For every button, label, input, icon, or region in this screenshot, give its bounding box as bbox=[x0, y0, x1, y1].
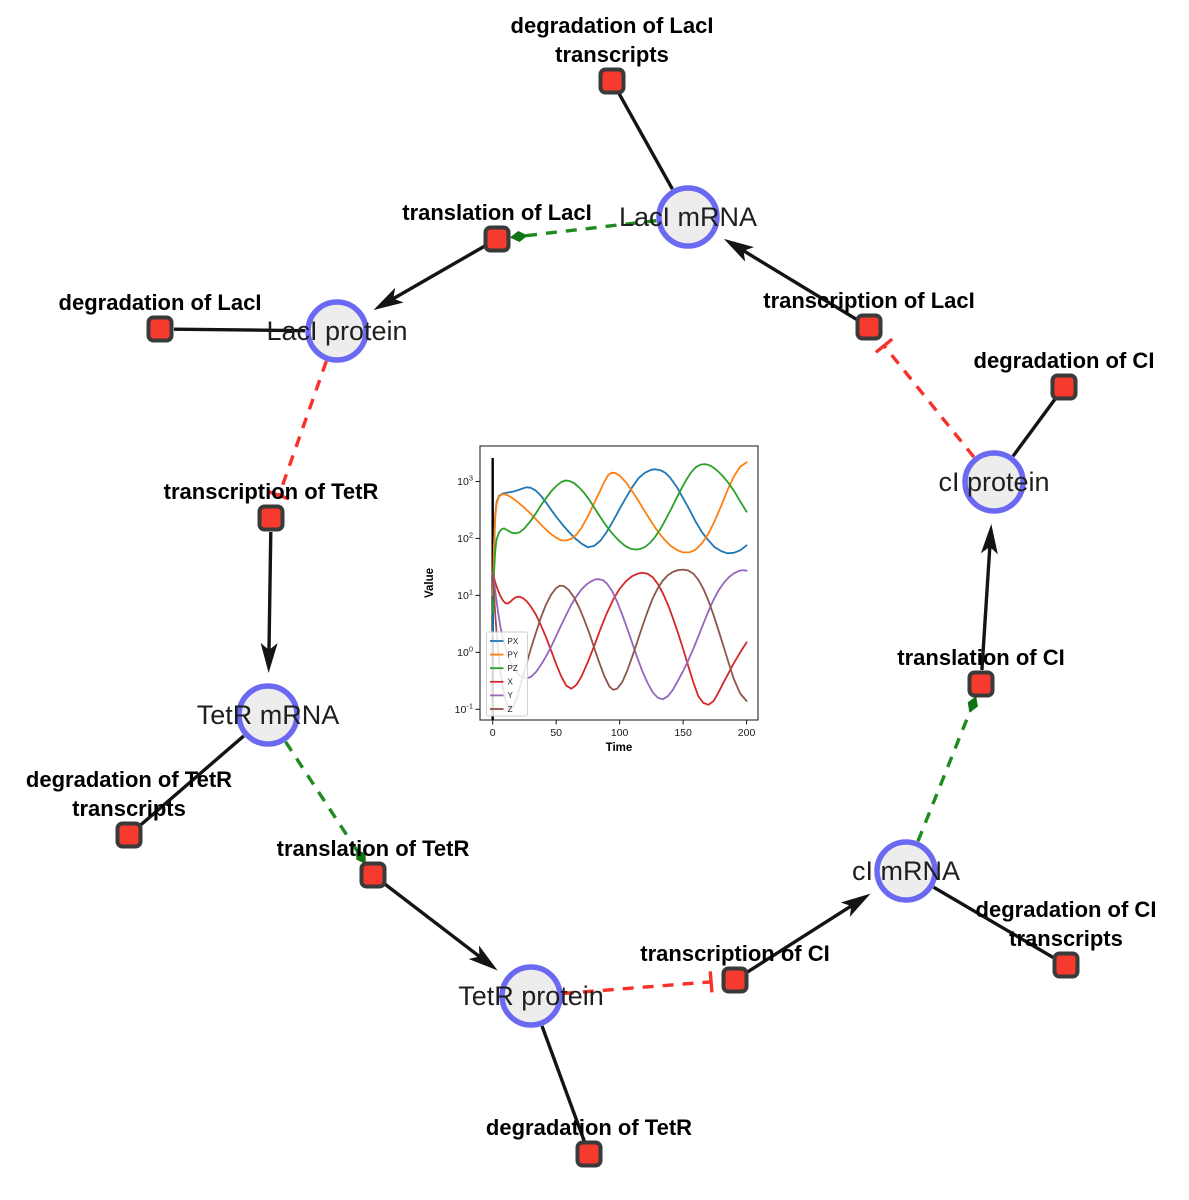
legend-entry-label: Z bbox=[508, 705, 513, 714]
edge-transc_laci-laci_mrna-production bbox=[723, 238, 858, 322]
curve-PY bbox=[491, 461, 748, 597]
reaction-label-deg_tetr_tr: degradation of TetR transcripts bbox=[26, 767, 232, 821]
species-label-laci_mrna: LacI mRNA bbox=[619, 202, 757, 232]
species-node-tetr_protein[interactable] bbox=[499, 964, 563, 1028]
y-tick-label: 102 bbox=[457, 530, 473, 545]
reaction-node-deg_ci_tr[interactable] bbox=[1052, 951, 1080, 979]
species-label-ci_mrna: cI mRNA bbox=[852, 856, 960, 886]
species-node-ci_protein[interactable] bbox=[962, 450, 1026, 514]
reaction-node-deg_tetr[interactable] bbox=[575, 1140, 603, 1168]
reaction-node-transl_ci[interactable] bbox=[967, 670, 995, 698]
x-tick-label: 150 bbox=[674, 727, 692, 739]
curve-PZ bbox=[491, 463, 748, 614]
reaction-label-transc_tetr: transcription of TetR bbox=[164, 479, 379, 504]
reaction-node-transc_tetr[interactable] bbox=[257, 504, 285, 532]
x-tick-label: 0 bbox=[490, 727, 496, 739]
edge-laci_mrna-transl_laci-modifier bbox=[509, 218, 657, 242]
reaction-node-transc_laci[interactable] bbox=[855, 313, 883, 341]
species-node-laci_mrna[interactable] bbox=[656, 185, 720, 249]
edge-laci_protein-transc_tetr-inhibition bbox=[268, 360, 328, 501]
reaction-node-deg_tetr_tr[interactable] bbox=[115, 821, 143, 849]
edge-ci_mrna-deg_ci_tr-consumption bbox=[932, 885, 1055, 960]
species-node-laci_protein[interactable] bbox=[305, 299, 369, 363]
species-node-tetr_mrna[interactable] bbox=[236, 683, 300, 747]
edges-layer bbox=[138, 92, 1058, 1142]
reaction-node-deg_laci[interactable] bbox=[146, 315, 174, 343]
edge-transl_ci-ci_protein-production bbox=[980, 523, 998, 671]
edge-tetr_mrna-transl_tetr-modifier bbox=[284, 740, 366, 865]
reaction-label-deg_laci_tr: degradation of LacI transcripts bbox=[511, 13, 714, 67]
edge-transc_tetr-tetr_mrna-production bbox=[260, 531, 278, 674]
curve-PX bbox=[491, 468, 748, 637]
plot-legend: PX PY PZ XYZ bbox=[486, 631, 528, 717]
species-node-ci_mrna[interactable] bbox=[874, 839, 938, 903]
reaction-node-transl_laci[interactable] bbox=[483, 225, 511, 253]
edge-ci_protein-transc_laci-inhibition bbox=[874, 337, 976, 459]
reaction-label-transc_laci: transcription of LacI bbox=[763, 288, 974, 313]
edge-transl_tetr-tetr_protein-production bbox=[383, 882, 498, 971]
y-tick-label: 10-1 bbox=[455, 701, 473, 716]
edge-laci_protein-deg_laci-consumption bbox=[173, 327, 306, 333]
species-label-tetr_mrna: TetR mRNA bbox=[197, 700, 340, 730]
edge-ci_protein-deg_ci-consumption bbox=[1011, 397, 1058, 458]
reaction-node-transl_tetr[interactable] bbox=[359, 861, 387, 889]
x-axis-label: Time bbox=[606, 742, 633, 754]
x-tick-label: 100 bbox=[611, 727, 629, 739]
reaction-label-deg_ci: degradation of CI bbox=[974, 348, 1155, 373]
species-label-ci_protein: cI protein bbox=[938, 467, 1049, 497]
inset-plot: 0 50 100 150 20010-1100101102103TimeValuePXP… bbox=[424, 445, 759, 754]
x-tick-label: 200 bbox=[738, 727, 756, 739]
legend-entry-label: X bbox=[508, 678, 514, 687]
labels-layer: degradation of LacI transcripts translatio… bbox=[26, 13, 1157, 1140]
edge-transl_laci-laci_protein-production bbox=[373, 244, 486, 311]
reaction-node-deg_ci[interactable] bbox=[1050, 373, 1078, 401]
reaction-label-deg_ci_tr: degradation of CI transcripts bbox=[976, 897, 1157, 951]
reaction-node-deg_laci_tr[interactable] bbox=[598, 67, 626, 95]
reaction-nodes-layer bbox=[115, 67, 1080, 1168]
edge-tetr_mrna-deg_tetr_tr-consumption bbox=[138, 734, 245, 828]
species-nodes-layer bbox=[236, 185, 1026, 1028]
y-axis-label: Value bbox=[424, 568, 436, 598]
reaction-label-transl_ci: translation of CI bbox=[897, 645, 1064, 670]
edge-ci_mrna-transl_ci-modifier bbox=[916, 696, 978, 842]
species-label-laci_protein: LacI protein bbox=[266, 316, 407, 346]
reaction-label-transc_ci: transcription of CI bbox=[640, 941, 829, 966]
edge-transc_ci-ci_mrna-production bbox=[745, 893, 871, 974]
reaction-label-deg_tetr: degradation of TetR bbox=[486, 1115, 692, 1140]
reaction-label-transl_laci: translation of LacI bbox=[402, 200, 591, 225]
y-tick-label: 103 bbox=[457, 474, 473, 489]
edge-tetr_protein-transc_ci-inhibition bbox=[562, 971, 714, 996]
edge-tetr_protein-deg_tetr-consumption bbox=[540, 1025, 586, 1142]
curve-X bbox=[491, 571, 748, 706]
plot-spines bbox=[479, 445, 759, 721]
y-tick-label: 101 bbox=[457, 587, 473, 602]
legend-entry-label: PX bbox=[508, 637, 519, 646]
y-tick-label: 100 bbox=[457, 644, 473, 659]
reaction-label-deg_laci: degradation of LacI bbox=[59, 290, 262, 315]
reaction-label-transl_tetr: translation of TetR bbox=[277, 836, 470, 861]
legend-entry-label: PY bbox=[508, 650, 519, 659]
x-tick-label: 50 bbox=[550, 727, 562, 739]
species-label-tetr_protein: TetR protein bbox=[458, 981, 604, 1011]
edge-laci_mrna-deg_laci_tr-consumption bbox=[617, 92, 674, 190]
legend-entry-label: PZ bbox=[508, 664, 518, 673]
reaction-node-transc_ci[interactable] bbox=[721, 966, 749, 994]
legend-entry-label: Y bbox=[508, 691, 514, 700]
